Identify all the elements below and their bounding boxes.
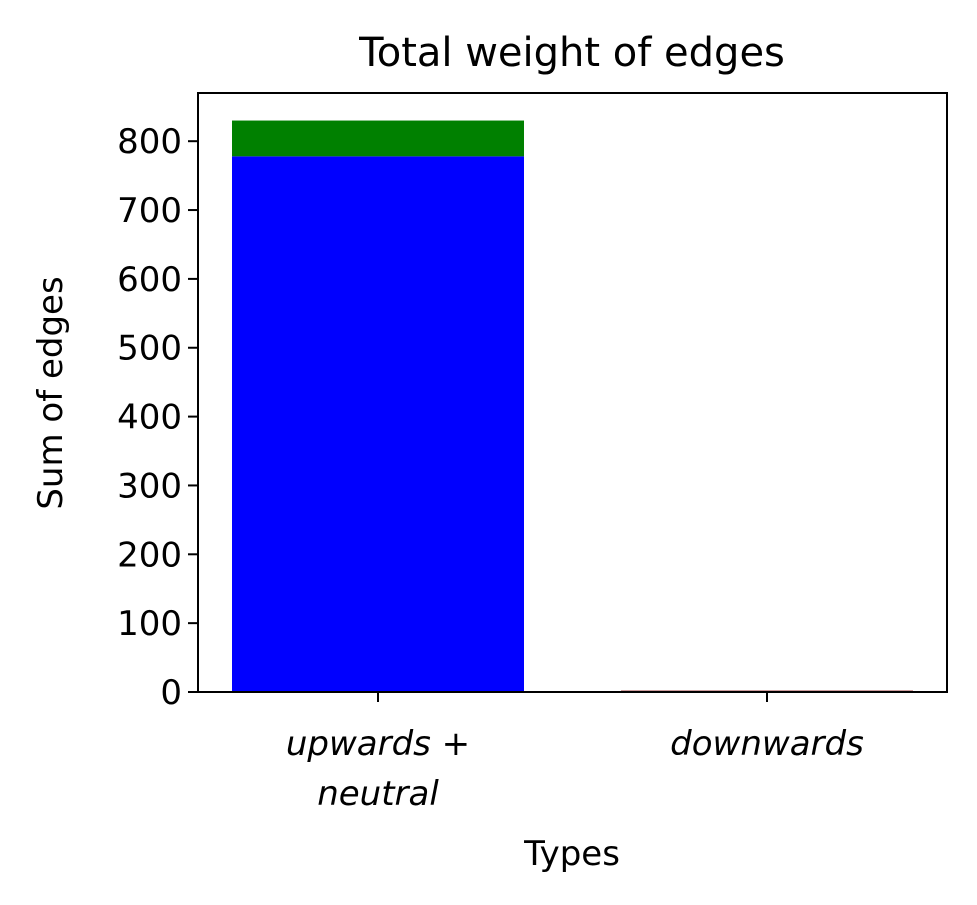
bars-layer — [232, 120, 913, 692]
y-tick-label-3: 300 — [117, 466, 182, 506]
bar-segment-0-1 — [232, 120, 524, 157]
x-axis: upwards + neutral downwards — [286, 692, 864, 814]
y-tick-label-5: 500 — [117, 329, 182, 369]
chart-title: Total weight of edges — [358, 30, 785, 76]
y-axis-label: Sum of edges — [31, 276, 71, 509]
y-tick-label-1: 100 — [117, 604, 182, 644]
plot-frame — [197, 92, 948, 693]
y-tick-label-2: 200 — [117, 535, 182, 575]
x-tick-label-0-1: neutral — [317, 774, 439, 814]
y-tick-label-0: 0 — [160, 673, 182, 713]
y-tick-label-8: 800 — [117, 122, 182, 162]
x-axis-label: Types — [523, 834, 620, 874]
y-tick-label-7: 700 — [117, 191, 182, 231]
bar-segment-0-0 — [232, 156, 524, 692]
y-tick-label-6: 600 — [117, 260, 182, 300]
y-tick-label-4: 400 — [117, 398, 182, 438]
x-tick-label-0-0: upwards + — [286, 724, 470, 764]
y-axis: 0 100 200 300 400 500 600 700 800 — [117, 122, 198, 713]
x-tick-label-1-0: downwards — [670, 724, 864, 764]
